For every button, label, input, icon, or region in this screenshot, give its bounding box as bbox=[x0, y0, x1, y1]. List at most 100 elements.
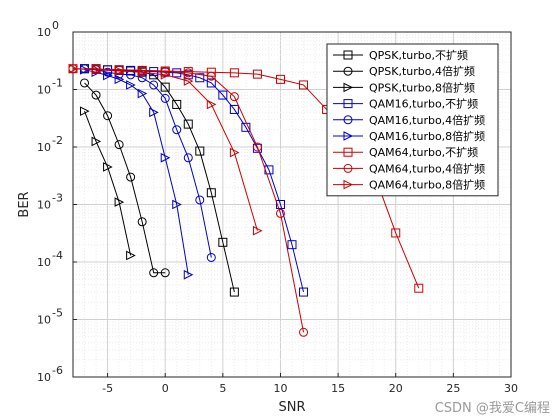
data-point bbox=[68, 63, 79, 74]
y-tick-exponent: -3 bbox=[52, 192, 63, 205]
data-point bbox=[80, 78, 90, 88]
data-point bbox=[149, 268, 159, 278]
legend-marker bbox=[343, 115, 353, 125]
legend-entry: QAM64,turbo,4倍扩频 bbox=[369, 161, 485, 175]
y-tick-exponent: -6 bbox=[52, 364, 63, 377]
data-point bbox=[114, 66, 125, 76]
data-point bbox=[195, 195, 205, 205]
data-point bbox=[218, 90, 228, 100]
data-point bbox=[229, 147, 240, 158]
x-tick-label: 0 bbox=[162, 382, 169, 395]
data-point bbox=[160, 93, 170, 103]
x-tick-label: 5 bbox=[219, 382, 226, 395]
series-group bbox=[68, 63, 424, 337]
y-tick-exponent: -4 bbox=[52, 249, 63, 262]
data-point bbox=[275, 208, 285, 218]
legend-marker bbox=[343, 131, 354, 141]
x-tick-label: 15 bbox=[331, 382, 345, 395]
y-tick-label: 10 bbox=[37, 84, 51, 97]
y-tick-exponent: 0 bbox=[52, 19, 59, 32]
y-tick-label: 10 bbox=[37, 141, 51, 154]
data-point bbox=[183, 153, 193, 163]
data-point bbox=[206, 71, 216, 81]
data-point bbox=[126, 70, 136, 80]
legend-entry: QAM64,turbo,不扩频 bbox=[369, 145, 478, 159]
series-8 bbox=[68, 64, 309, 337]
x-axis-ticks: -5 0 5 10 15 20 25 30 bbox=[102, 373, 518, 395]
y-tick-exponent: -5 bbox=[52, 307, 63, 320]
series-line bbox=[72, 68, 258, 231]
data-point bbox=[137, 217, 147, 227]
data-point bbox=[80, 106, 90, 116]
data-point bbox=[91, 65, 102, 75]
data-point bbox=[252, 142, 262, 152]
y-tick-label: 10 bbox=[37, 256, 51, 269]
x-tick-label: 25 bbox=[446, 382, 460, 395]
y-tick-label: 10 bbox=[37, 371, 51, 384]
data-point bbox=[299, 287, 309, 297]
data-point bbox=[299, 80, 309, 90]
series-line bbox=[84, 110, 132, 256]
data-point bbox=[103, 70, 113, 81]
series-6 bbox=[80, 65, 194, 280]
data-point bbox=[183, 68, 193, 78]
data-point bbox=[103, 111, 113, 121]
data-point bbox=[241, 122, 251, 132]
data-point bbox=[114, 197, 125, 207]
data-point bbox=[126, 172, 136, 182]
data-point bbox=[252, 69, 262, 79]
x-tick-label: 10 bbox=[273, 382, 287, 395]
data-point bbox=[91, 136, 102, 147]
data-point bbox=[149, 80, 159, 90]
data-point bbox=[229, 68, 239, 78]
y-tick-exponent: -2 bbox=[52, 134, 63, 147]
x-tick-label: -5 bbox=[102, 382, 113, 395]
y-tick-label: 10 bbox=[37, 314, 51, 327]
legend-entry: QPSK,turbo,8倍扩频 bbox=[369, 80, 475, 94]
data-point bbox=[206, 78, 216, 88]
legend-marker bbox=[343, 66, 353, 76]
data-point bbox=[206, 99, 217, 110]
legend-entry: QAM16,turbo,4倍扩频 bbox=[369, 113, 485, 127]
data-point bbox=[103, 162, 113, 172]
x-tick-label: 30 bbox=[504, 382, 518, 395]
legend-entry: QPSK,turbo,4倍扩频 bbox=[369, 64, 475, 78]
series-line bbox=[84, 68, 212, 258]
data-point bbox=[206, 188, 216, 198]
data-point bbox=[275, 74, 285, 84]
data-point bbox=[299, 327, 309, 337]
series-5 bbox=[80, 64, 216, 262]
x-tick-label: 20 bbox=[389, 382, 403, 395]
data-point bbox=[160, 268, 170, 278]
legend-entry: QPSK,turbo,不扩频 bbox=[369, 48, 468, 62]
data-point bbox=[91, 90, 101, 100]
legend-entry: QAM64,turbo,8倍扩频 bbox=[369, 178, 485, 192]
data-point bbox=[195, 73, 205, 83]
data-point bbox=[114, 140, 124, 150]
series-1 bbox=[80, 64, 239, 297]
data-point bbox=[183, 76, 194, 86]
data-point bbox=[275, 200, 285, 209]
legend-marker bbox=[343, 50, 353, 60]
series-2 bbox=[80, 78, 170, 278]
y-tick-exponent: -1 bbox=[52, 77, 63, 90]
legend-entry: QAM16,turbo,不扩频 bbox=[369, 97, 478, 111]
series-3 bbox=[80, 106, 136, 261]
series-line bbox=[72, 68, 305, 333]
data-point bbox=[114, 74, 125, 85]
data-point bbox=[229, 287, 239, 297]
data-point bbox=[160, 152, 171, 163]
data-point bbox=[126, 250, 136, 261]
legend-entry: QAM16,turbo,8倍扩频 bbox=[369, 129, 485, 143]
legend-marker bbox=[343, 82, 354, 93]
data-point bbox=[206, 252, 216, 262]
data-point bbox=[160, 70, 171, 80]
data-point bbox=[160, 82, 170, 92]
legend-marker bbox=[343, 163, 353, 173]
y-axis-label: BER bbox=[17, 191, 32, 217]
data-point bbox=[172, 99, 182, 109]
data-point bbox=[137, 88, 148, 99]
data-point bbox=[391, 228, 401, 238]
